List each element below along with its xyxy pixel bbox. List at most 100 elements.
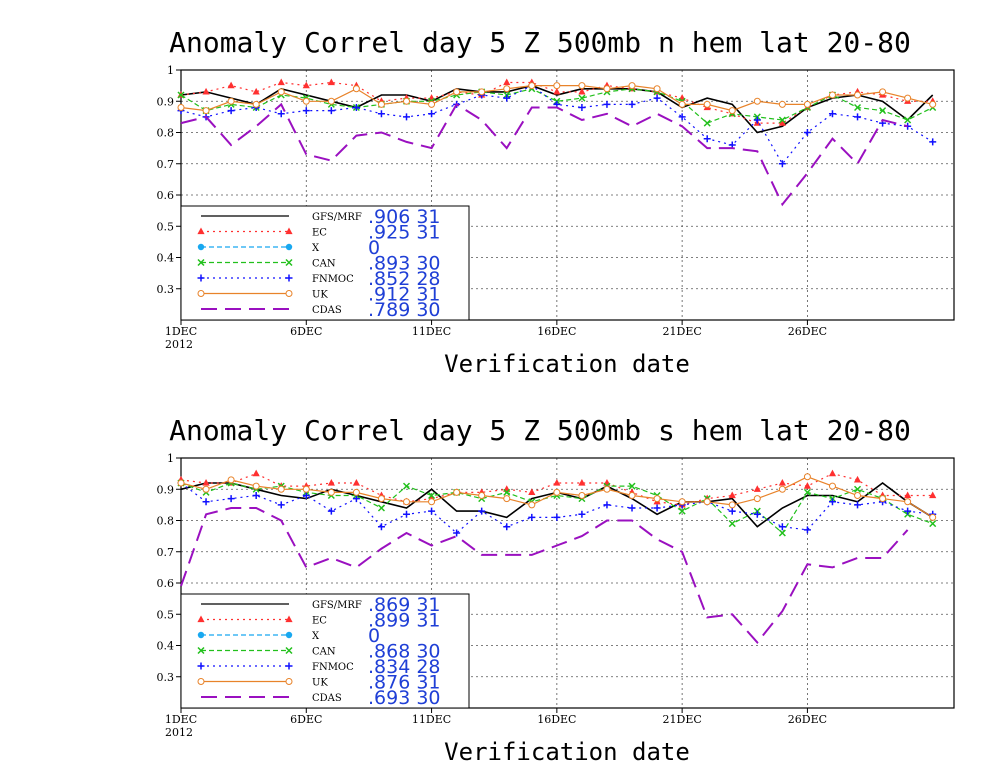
legend-stats-cdas: .693 30 — [368, 687, 441, 709]
legend-marker-x — [285, 631, 293, 639]
series-line-fnmoc — [180, 84, 934, 165]
data-point-fnmoc — [653, 504, 661, 512]
data-point-uk — [177, 479, 185, 487]
data-point-uk — [703, 498, 711, 506]
x-axis-label: Verification date — [444, 350, 690, 378]
data-point-fnmoc — [327, 507, 335, 515]
y-tick-label: 0.9 — [157, 483, 175, 496]
legend-name-fnmoc: FNMOC — [312, 662, 354, 673]
data-point-uk — [803, 473, 811, 481]
legend-stats-ec: .899 31 — [368, 610, 441, 632]
legend-stats-uk: .912 31 — [368, 284, 441, 306]
grid — [181, 70, 954, 320]
data-point-ec — [227, 81, 235, 89]
legend-marker-can — [197, 646, 205, 655]
data-point-can — [854, 485, 862, 493]
legend-name-gfs: GFS/MRF — [312, 600, 362, 611]
data-point-ec — [352, 479, 360, 486]
data-point-fnmoc — [277, 501, 285, 509]
data-point-ec — [277, 78, 285, 86]
data-point-fnmoc — [778, 160, 786, 168]
data-point-uk — [578, 82, 586, 90]
legend-stats-fnmoc: .852 28 — [368, 268, 441, 290]
data-point-fnmoc — [753, 510, 761, 518]
data-point-uk — [904, 94, 912, 102]
data-point-ec — [728, 491, 736, 499]
data-point-fnmoc — [628, 100, 636, 108]
data-point-uk — [628, 492, 636, 499]
data-point-uk — [453, 88, 461, 96]
data-point-ec — [302, 81, 310, 89]
data-point-uk — [453, 488, 461, 496]
data-point-uk — [277, 88, 285, 96]
data-point-uk — [428, 100, 436, 108]
data-point-ec — [327, 479, 335, 486]
data-point-can — [778, 116, 786, 124]
x-tick-label: 6DEC — [290, 713, 322, 726]
chart-panel-nhem: Anomaly Correl day 5 Z 500mb n hem lat 2… — [0, 0, 1000, 388]
data-point-uk — [678, 100, 686, 108]
legend-name-ec: EC — [312, 616, 327, 627]
data-point-can — [778, 529, 786, 537]
data-point-fnmoc — [828, 110, 836, 118]
y-tick-label: 0.5 — [157, 220, 175, 233]
data-point-fnmoc — [578, 510, 586, 518]
data-point-uk — [929, 100, 937, 108]
legend-name-uk: UK — [312, 290, 328, 301]
data-point-can — [678, 507, 686, 515]
data-point-can — [628, 482, 636, 490]
data-point-uk — [603, 485, 611, 493]
data-point-uk — [653, 85, 661, 93]
data-point-fnmoc — [503, 523, 511, 531]
y-tick-label: 0.8 — [157, 127, 175, 140]
data-point-fnmoc — [778, 523, 786, 531]
legend-marker-ec — [285, 615, 293, 623]
data-point-uk — [703, 100, 711, 108]
data-point-uk — [803, 100, 811, 108]
y-tick-label: 0.4 — [157, 252, 175, 265]
legend-stats-can: .868 30 — [368, 641, 441, 663]
data-point-ec — [578, 479, 586, 486]
data-point-fnmoc — [377, 110, 385, 118]
data-point-fnmoc — [227, 495, 235, 503]
data-point-ec — [803, 482, 812, 489]
data-point-uk — [854, 91, 862, 99]
data-point-fnmoc — [929, 138, 937, 146]
data-point-uk — [753, 97, 761, 105]
data-point-ec — [528, 488, 536, 495]
data-point-uk — [578, 492, 586, 499]
data-point-uk — [854, 492, 862, 499]
data-point-uk — [377, 495, 385, 503]
data-point-uk — [678, 498, 686, 506]
y-tick-label: 0.3 — [157, 283, 175, 296]
y-tick-label: 0.6 — [157, 189, 175, 202]
data-point-ec — [828, 469, 837, 477]
legend-marker-can — [285, 646, 293, 655]
legend-marker-fnmoc — [197, 662, 205, 670]
legend-marker-can — [197, 258, 205, 267]
data-point-fnmoc — [603, 501, 611, 509]
legend-name-cdas: CDAS — [312, 693, 342, 704]
data-point-uk — [904, 498, 912, 506]
chart-svg-shem: Anomaly Correl day 5 Z 500mb s hem lat 2… — [157, 414, 955, 766]
data-point-fnmoc — [528, 513, 536, 521]
legend: GFS/MRF .869 31 EC .899 31 X 0 CAN .868 30 FNMOC… — [180, 593, 470, 709]
data-point-fnmoc — [904, 507, 912, 515]
legend-name-fnmoc: FNMOC — [312, 274, 354, 285]
data-point-uk — [227, 476, 235, 484]
legend-marker-uk — [197, 290, 205, 297]
data-point-fnmoc — [453, 529, 461, 537]
data-point-fnmoc — [603, 100, 611, 108]
data-point-fnmoc — [352, 104, 360, 111]
x-tick-label: 11DEC — [412, 325, 451, 338]
legend-marker-x — [197, 631, 205, 639]
data-point-fnmoc — [578, 104, 586, 111]
data-point-uk — [327, 488, 335, 496]
legend-name-cdas: CDAS — [312, 305, 342, 316]
data-point-fnmoc — [377, 523, 385, 531]
data-point-uk — [478, 88, 486, 96]
legend-marker-x — [197, 243, 205, 251]
legend-marker-uk — [285, 678, 293, 685]
x-tick-label: 26DEC — [788, 713, 827, 726]
data-point-ec — [778, 479, 786, 486]
